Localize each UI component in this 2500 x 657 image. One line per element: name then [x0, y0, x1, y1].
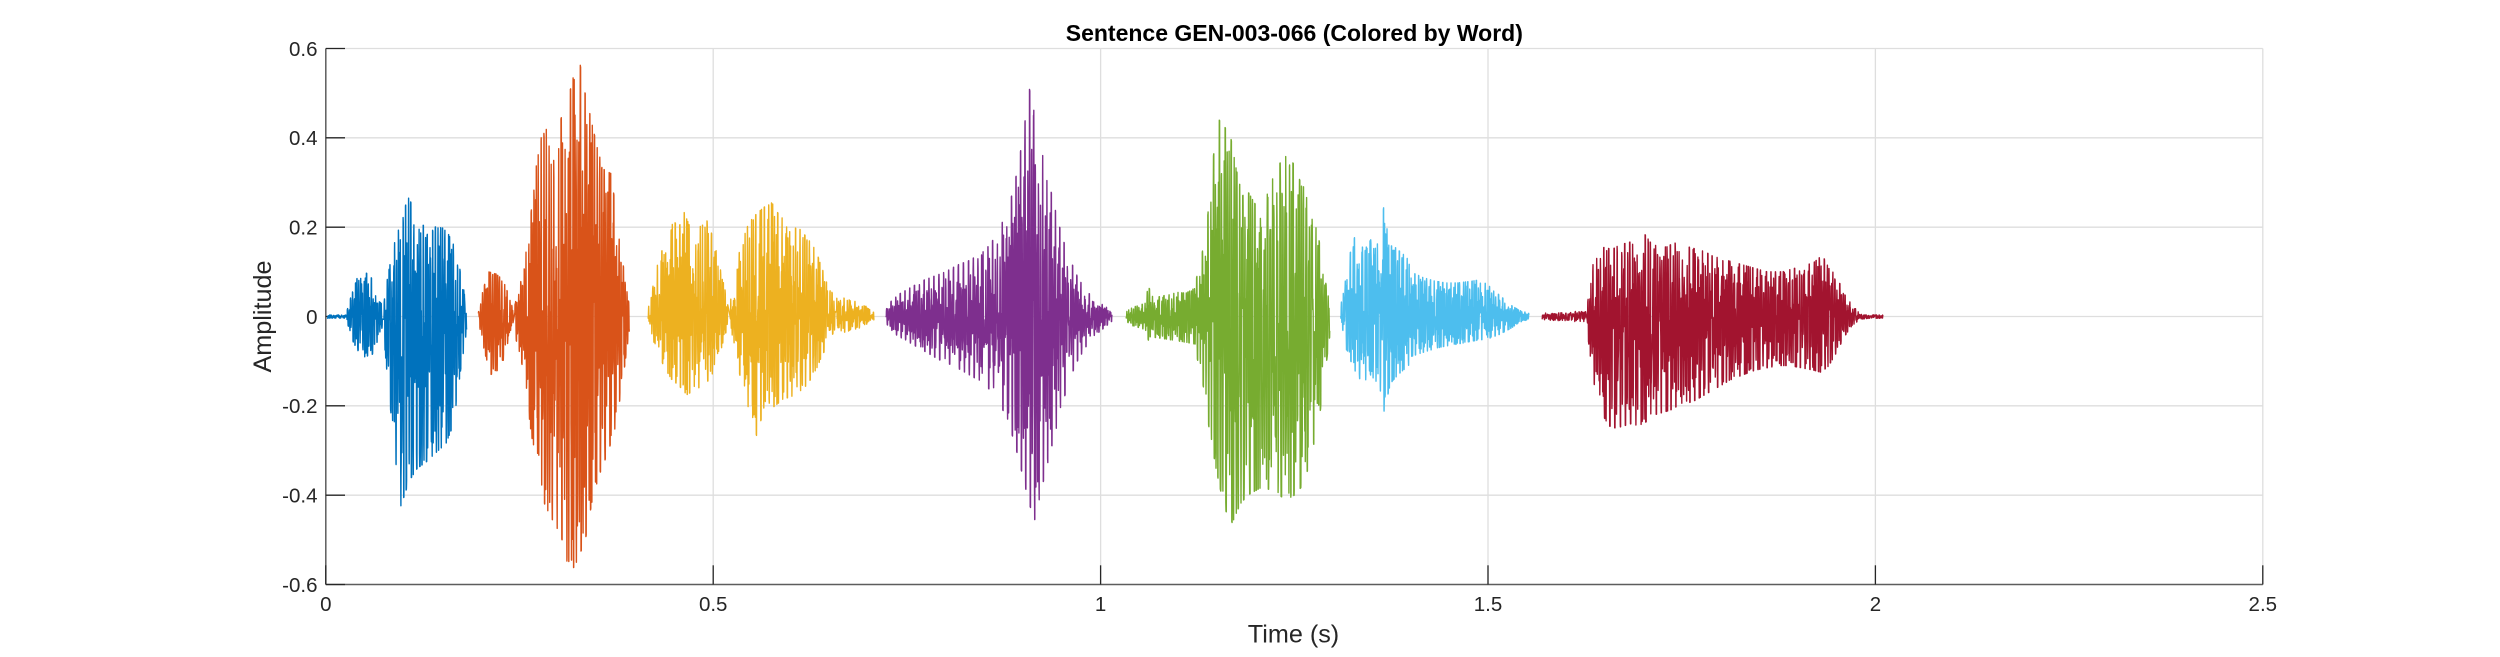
svg-text:-0.4: -0.4 — [282, 485, 317, 508]
svg-text:-0.6: -0.6 — [282, 574, 317, 597]
svg-text:Sentence GEN-003-066 (Colored: Sentence GEN-003-066 (Colored by Word) — [1066, 20, 1523, 46]
svg-text:0: 0 — [320, 593, 331, 616]
svg-text:2: 2 — [1870, 593, 1881, 616]
svg-text:-0.2: -0.2 — [282, 395, 317, 418]
svg-text:Time (s): Time (s) — [1248, 620, 1339, 648]
svg-text:0: 0 — [306, 306, 317, 329]
svg-text:2.5: 2.5 — [2249, 593, 2278, 616]
svg-text:1: 1 — [1095, 593, 1106, 616]
svg-text:Amplitude: Amplitude — [249, 260, 277, 372]
svg-text:0.2: 0.2 — [289, 217, 318, 240]
svg-text:0.5: 0.5 — [699, 593, 728, 616]
svg-text:0.6: 0.6 — [289, 38, 318, 61]
svg-text:0.4: 0.4 — [289, 127, 318, 150]
svg-text:1.5: 1.5 — [1474, 593, 1503, 616]
